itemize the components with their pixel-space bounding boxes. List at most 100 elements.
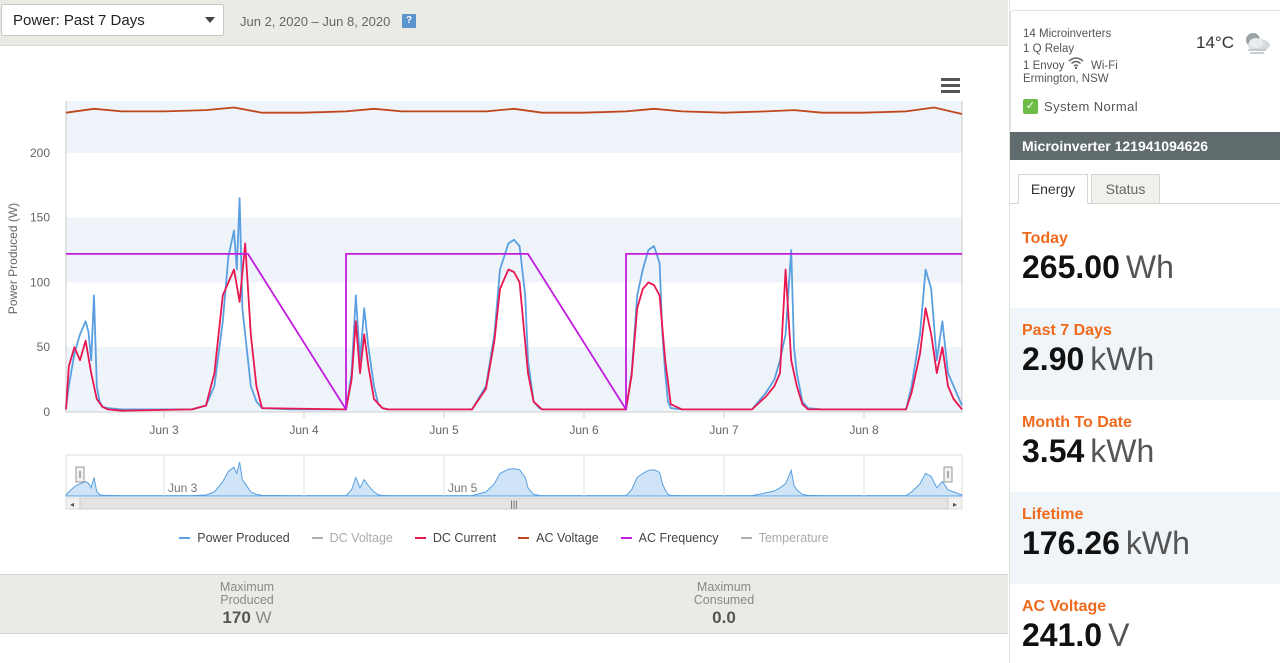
range-select[interactable]: Power: Past 7 Days bbox=[1, 4, 224, 36]
microinverter-count: 14 Microinverters bbox=[1023, 28, 1112, 40]
legend-item-ac-frequency[interactable]: AC Frequency bbox=[620, 529, 719, 547]
legend-swatch bbox=[179, 537, 191, 539]
metric-month-to-date-value: 3.54 kWh bbox=[1022, 433, 1280, 470]
metric-today-unit: Wh bbox=[1125, 249, 1174, 285]
wifi-label: Wi-Fi bbox=[1090, 60, 1118, 72]
date-range: Jun 2, 2020 – Jun 8, 2020 bbox=[240, 14, 391, 29]
max-consumed-value: 0.0 bbox=[712, 608, 736, 627]
system-status-label: System Normal bbox=[1044, 99, 1139, 114]
metric-past-7-days-label: Past 7 Days bbox=[1022, 322, 1112, 339]
x-tick-label: Jun 4 bbox=[289, 423, 319, 437]
y-tick-label: 150 bbox=[30, 211, 50, 225]
max-produced-stat: Maximum Produced 170 W bbox=[167, 581, 327, 628]
legend-label: Power Produced bbox=[197, 531, 290, 545]
metric-today: Today 265.00 Wh bbox=[1010, 216, 1280, 308]
max-consumed-label-2: Consumed bbox=[693, 593, 755, 607]
legend-swatch bbox=[414, 537, 426, 539]
chevron-down-icon bbox=[205, 17, 215, 23]
x-tick-label: Jun 8 bbox=[849, 423, 879, 437]
max-produced-unit: W bbox=[255, 608, 272, 627]
legend-label: DC Current bbox=[432, 531, 497, 545]
legend-label: AC Voltage bbox=[536, 531, 599, 545]
legend-item-dc-voltage[interactable]: DC Voltage bbox=[311, 529, 393, 547]
legend-swatch bbox=[620, 537, 632, 539]
tab-status[interactable]: Status bbox=[1091, 174, 1160, 204]
y-axis-label: Power Produced (W) bbox=[6, 203, 20, 314]
metric-ac-voltage: AC Voltage 241.0 V bbox=[1010, 584, 1280, 663]
metric-past-7-days-unit: kWh bbox=[1090, 341, 1155, 377]
metric-ac-voltage-value: 241.0 V bbox=[1022, 617, 1280, 654]
metric-lifetime-value: 176.26 kWh bbox=[1022, 525, 1280, 562]
plot-bands bbox=[65, 101, 963, 413]
metric-lifetime-number: 176.26 bbox=[1022, 525, 1120, 561]
legend-item-dc-current[interactable]: DC Current bbox=[414, 529, 497, 547]
max-produced-label-1: Maximum bbox=[219, 580, 275, 594]
inverter-tabs: Energy Status bbox=[1010, 160, 1280, 204]
series-ac-voltage bbox=[65, 106, 963, 115]
metric-month-to-date: Month To Date 3.54 kWh bbox=[1010, 400, 1280, 492]
y-tick-label: 100 bbox=[30, 275, 50, 289]
series-ac-frequency bbox=[66, 252, 962, 411]
series-dc-current bbox=[65, 242, 963, 412]
chart-menu-icon[interactable] bbox=[941, 78, 960, 94]
legend-item-temperature[interactable]: Temperature bbox=[740, 529, 829, 547]
x-axis: Jun 3 Jun 4 Jun 5 Jun 6 Jun 7 Jun 8 bbox=[149, 412, 879, 437]
legend-swatch bbox=[311, 537, 323, 539]
metric-ac-voltage-unit: V bbox=[1108, 617, 1130, 653]
site-location: Ermington, NSW bbox=[1023, 73, 1109, 85]
legend-item-ac-voltage[interactable]: AC Voltage bbox=[518, 529, 599, 547]
navigator-label: Jun 5 bbox=[448, 481, 478, 495]
metric-ac-voltage-number: 241.0 bbox=[1022, 617, 1103, 653]
metric-month-to-date-label: Month To Date bbox=[1022, 414, 1132, 431]
partly-cloudy-icon bbox=[1242, 30, 1272, 61]
max-produced-label-2: Produced bbox=[220, 593, 274, 607]
x-tick-label: Jun 6 bbox=[569, 423, 599, 437]
range-select-label: Power: Past 7 Days bbox=[13, 12, 145, 29]
check-icon: ✓ bbox=[1023, 99, 1038, 114]
metric-ac-voltage-label: AC Voltage bbox=[1022, 598, 1107, 615]
x-tick-label: Jun 7 bbox=[709, 423, 739, 437]
scroll-left-arrow-icon: ◂ bbox=[70, 500, 74, 509]
metric-month-to-date-number: 3.54 bbox=[1022, 433, 1085, 469]
navigator-label: Jun 3 bbox=[168, 481, 198, 495]
legend-label: AC Frequency bbox=[638, 531, 719, 545]
help-icon[interactable]: ? bbox=[402, 14, 416, 28]
metric-lifetime-label: Lifetime bbox=[1022, 506, 1084, 523]
tab-energy[interactable]: Energy bbox=[1018, 174, 1088, 204]
metric-past-7-days-number: 2.90 bbox=[1022, 341, 1085, 377]
metric-month-to-date-unit: kWh bbox=[1090, 433, 1155, 469]
metric-past-7-days-value: 2.90 kWh bbox=[1022, 341, 1280, 378]
y-tick-label: 200 bbox=[30, 146, 50, 160]
relay-count: 1 Q Relay bbox=[1023, 43, 1075, 55]
metric-today-number: 265.00 bbox=[1022, 249, 1120, 285]
navigator-series bbox=[65, 461, 963, 497]
x-tick-label: Jun 3 bbox=[149, 423, 179, 437]
x-tick-label: Jun 5 bbox=[429, 423, 459, 437]
chart-panel: 0 50 100 150 200 Power Produced (W) Jun 3 Jun … bbox=[0, 47, 1008, 574]
scroll-right-arrow-icon: ▸ bbox=[953, 500, 957, 509]
chart-legend: Power Produced DC Voltage DC Current AC Vol… bbox=[0, 529, 1008, 547]
max-produced-number: 170 bbox=[222, 608, 251, 627]
metric-lifetime-unit: kWh bbox=[1125, 525, 1190, 561]
scroll-grip-icon: ||| bbox=[510, 499, 517, 509]
metric-past-7-days: Past 7 Days 2.90 kWh bbox=[1010, 308, 1280, 400]
legend-item-power-produced[interactable]: Power Produced bbox=[179, 529, 290, 547]
weather-temperature: 14°C bbox=[1196, 33, 1234, 52]
envoy-info: 1 Envoy Wi-Fi bbox=[1023, 57, 1118, 72]
metric-today-label: Today bbox=[1022, 230, 1068, 247]
plot-band bbox=[66, 347, 962, 412]
y-axis: 0 50 100 150 200 Power Produced (W) bbox=[6, 146, 50, 419]
max-produced-value: 170 W bbox=[167, 608, 327, 628]
navigator-scroll-thumb bbox=[79, 497, 949, 510]
max-consumed-stat: Maximum Consumed 0.0 bbox=[644, 581, 804, 628]
series-layer bbox=[65, 106, 963, 412]
y-tick-label: 50 bbox=[37, 340, 51, 354]
legend-label: Temperature bbox=[758, 531, 829, 545]
right-panel: 14 Microinverters 1 Q Relay 1 Envoy Wi-F… bbox=[1009, 0, 1280, 663]
legend-label: DC Voltage bbox=[329, 531, 393, 545]
wifi-icon bbox=[1068, 57, 1088, 72]
stats-bar: Maximum Produced 170 W Maximum Consumed … bbox=[0, 574, 1008, 634]
y-tick-label: 0 bbox=[43, 405, 50, 419]
system-status: ✓ System Normal bbox=[1023, 99, 1138, 114]
